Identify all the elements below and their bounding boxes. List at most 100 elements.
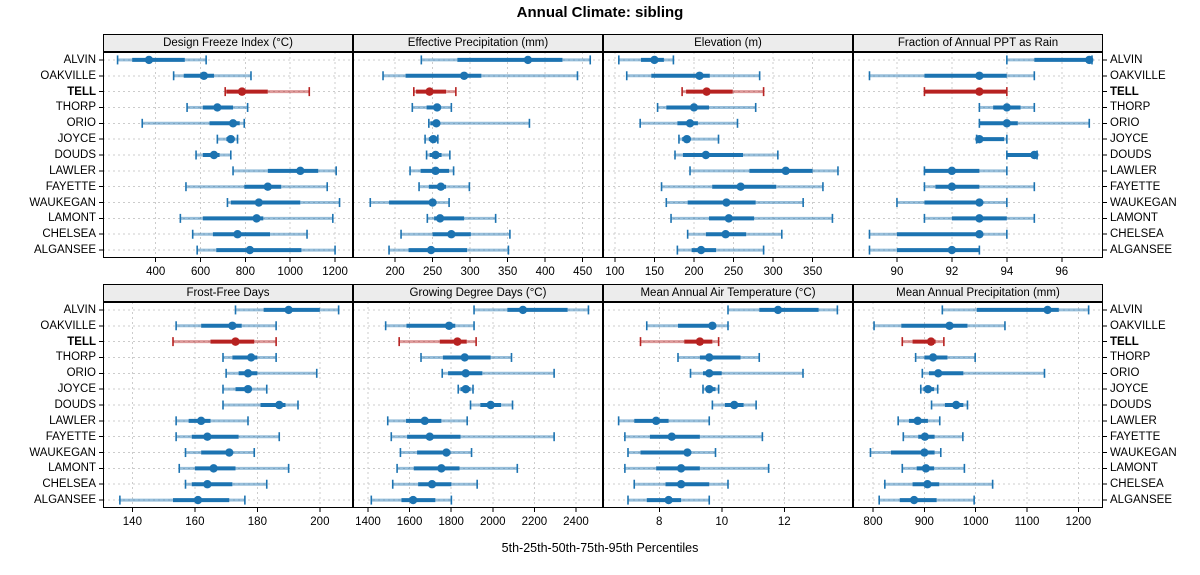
percentile-row-thorp	[978, 102, 1036, 112]
row-label-right-tell: TELL	[1110, 85, 1139, 98]
panel-strip-2-0: Elevation (m)	[603, 34, 853, 52]
median-dot	[664, 495, 673, 505]
median-dot	[945, 321, 954, 330]
panel-strip-1-1: Growing Degree Days (°C)	[353, 284, 603, 302]
median-dot	[722, 198, 731, 207]
tick-label: 200	[684, 266, 703, 278]
percentile-row-waukegan	[226, 198, 341, 208]
median-dot	[920, 448, 929, 457]
percentile-row-joyce	[919, 384, 939, 394]
percentile-row-oakville	[873, 321, 1006, 331]
row-label-right-orio: ORIO	[1110, 367, 1140, 380]
tick-label: 92	[946, 266, 959, 278]
median-dot	[144, 55, 154, 65]
median-dot	[975, 214, 984, 223]
median-dot	[650, 55, 659, 65]
row-label-right-lamont: LAMONT	[1110, 212, 1158, 225]
tick-label: 200	[310, 516, 329, 528]
percentile-row-alvin	[727, 305, 839, 315]
tick-label: 1000	[963, 516, 989, 528]
percentile-row-joyce	[678, 134, 720, 144]
tick-label: 1600	[397, 516, 423, 528]
median-dot	[225, 448, 234, 457]
median-dot	[442, 448, 451, 457]
percentile-row-oakville	[172, 71, 252, 81]
x-axis: 200 250 300 350 400 450	[385, 258, 592, 278]
row-label-left-joyce: JOYCE	[57, 133, 96, 146]
median-dot	[486, 400, 495, 410]
panel-strip-2-1: Mean Annual Air Temperature (°C)	[603, 284, 853, 302]
row-label-left-chelsea: CHELSEA	[42, 478, 96, 491]
median-dot	[254, 198, 264, 207]
median-dot	[461, 369, 470, 378]
percentile-row-douds	[674, 150, 779, 160]
median-dot	[245, 245, 255, 255]
tick-label: 180	[248, 516, 267, 528]
row-label-right-joyce: JOYCE	[1110, 383, 1149, 396]
panel-body	[853, 302, 1103, 508]
row-label-right-algansee: ALGANSEE	[1110, 494, 1172, 507]
median-dot	[947, 182, 957, 191]
row-label-left-douds: DOUDS	[54, 149, 96, 161]
tick-label: 1100	[1015, 516, 1040, 528]
percentile-row-alvin	[473, 305, 590, 315]
percentile-row-chelsea	[868, 229, 1008, 239]
percentile-row-joyce	[222, 384, 268, 394]
panel-body	[853, 52, 1103, 258]
median-dot	[667, 432, 676, 441]
median-dot	[676, 480, 686, 489]
percentile-row-oakville	[384, 321, 475, 331]
percentile-row-tell	[398, 337, 477, 347]
median-dot	[773, 305, 783, 315]
median-dot	[243, 369, 253, 378]
percentile-row-orio	[921, 368, 1046, 378]
percentile-row-douds	[1006, 150, 1039, 160]
tick-label: 94	[1000, 266, 1013, 278]
panel-body	[603, 52, 853, 258]
median-dot	[1002, 103, 1012, 112]
percentile-row-douds	[425, 150, 451, 160]
row-label-left-chelsea: CHELSEA	[42, 228, 96, 241]
tick-label: 1000	[277, 266, 303, 278]
median-dot	[920, 432, 930, 441]
tick-label: 96	[1055, 266, 1068, 278]
row-label-left-alvin: ALVIN	[63, 303, 96, 316]
x-axis: 8 10 12	[656, 508, 791, 528]
percentile-row-orio	[441, 368, 555, 378]
percentile-row-thorp	[222, 352, 277, 362]
chart-title: Annual Climate: sibling	[516, 4, 684, 21]
median-dot	[203, 480, 212, 489]
percentile-row-joyce	[457, 384, 474, 394]
percentile-row-algansee	[119, 495, 246, 505]
percentile-row-fayette	[390, 432, 555, 442]
median-dot	[460, 353, 469, 362]
tick-label: 400	[146, 266, 165, 278]
percentile-row-douds	[469, 400, 514, 410]
percentile-row-lawler	[897, 416, 941, 426]
median-dot	[453, 337, 462, 346]
row-label-right-alvin: ALVIN	[1110, 53, 1143, 66]
tick-label: 12	[778, 516, 791, 528]
row-label-left-oakville: OAKVILLE	[40, 69, 96, 82]
percentile-row-lamont	[670, 213, 834, 223]
percentile-row-tell	[681, 87, 765, 97]
percentile-row-oakville	[175, 321, 277, 331]
percentile-row-joyce	[424, 134, 439, 144]
median-dot	[233, 230, 242, 239]
median-dot	[695, 71, 704, 80]
row-label-left-tell: TELL	[67, 85, 96, 98]
percentile-row-lawler	[689, 166, 839, 176]
tick-label: 2200	[522, 516, 548, 528]
tick-label: 1200	[1066, 516, 1092, 528]
median-dot	[676, 464, 686, 473]
tick-label: 250	[724, 266, 743, 278]
median-dot	[199, 71, 209, 80]
percentile-row-waukegan	[869, 448, 942, 458]
percentile-row-thorp	[914, 352, 976, 362]
median-dot	[431, 166, 440, 176]
row-label-left-tell: TELL	[67, 335, 96, 348]
percentile-row-douds	[195, 150, 232, 160]
tick-label: 600	[191, 266, 210, 278]
median-dot	[696, 245, 706, 255]
